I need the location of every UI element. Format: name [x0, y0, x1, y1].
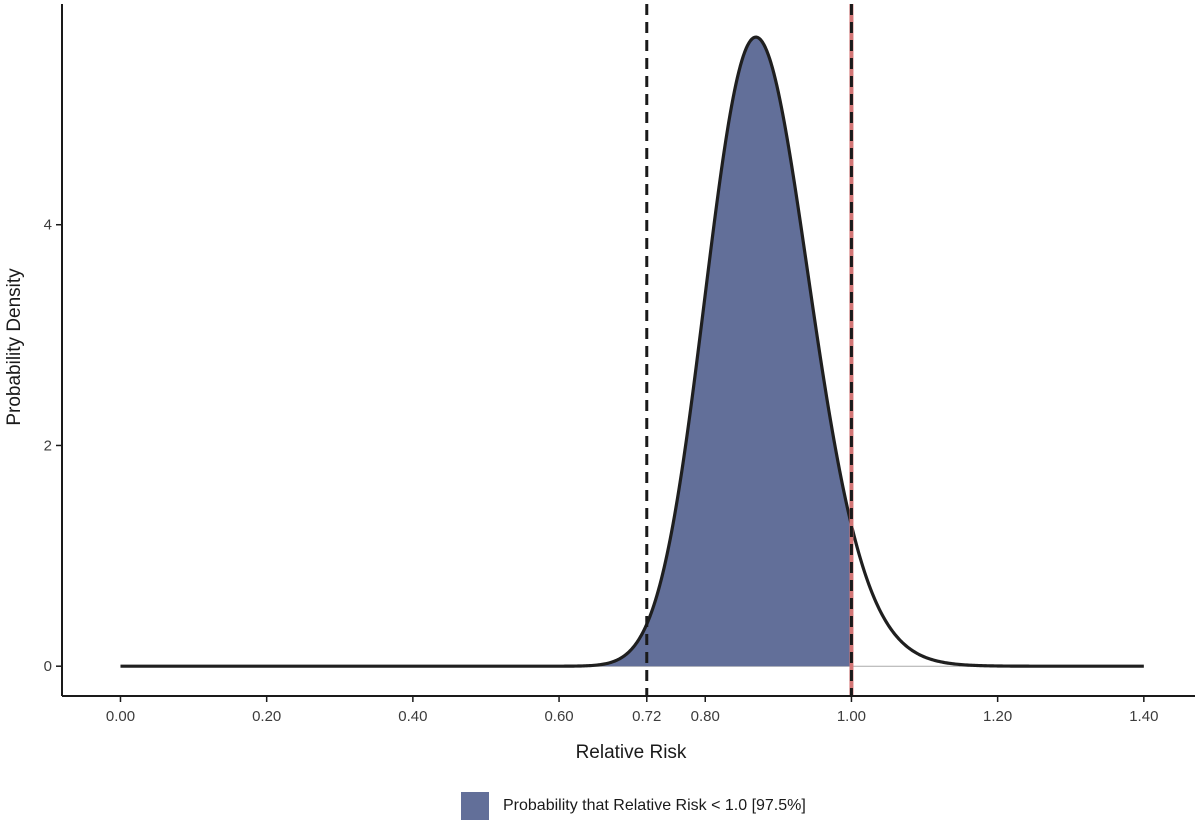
x-tick-label: 0.00 — [106, 708, 135, 725]
legend-swatch — [461, 792, 489, 820]
x-tick-label: 1.20 — [983, 708, 1012, 725]
y-axis-title: Probability Density — [4, 268, 25, 426]
shaded-region-layer — [120, 37, 1144, 667]
y-axis-ticks: 0 2 4 — [44, 217, 62, 675]
y-tick-label: 0 — [44, 658, 52, 675]
density-curve-layer — [120, 35, 1144, 668]
x-tick-label: 0.20 — [252, 708, 281, 725]
x-tick-label: 1.40 — [1129, 708, 1158, 725]
legend: Probability that Relative Risk < 1.0 [97… — [461, 792, 806, 820]
y-tick-label: 2 — [44, 437, 52, 454]
x-axis-title: Relative Risk — [576, 742, 687, 763]
x-axis-ticks: 0.00 0.20 0.40 0.60 0.72 0.80 1.00 1.20 1.40 — [106, 696, 1158, 725]
x-tick-label: 0.40 — [398, 708, 427, 725]
x-tick-label: 0.72 — [632, 708, 661, 725]
legend-label: Probability that Relative Risk < 1.0 [97… — [503, 797, 806, 814]
y-tick-label: 4 — [44, 217, 52, 234]
x-tick-label: 0.60 — [544, 708, 573, 725]
reference-lines-layer — [645, 4, 854, 696]
density-curve — [120, 35, 1144, 668]
x-tick-label: 1.00 — [837, 708, 866, 725]
shaded-area — [537, 37, 852, 667]
axes — [61, 4, 1195, 697]
x-tick-label: 0.80 — [691, 708, 720, 725]
